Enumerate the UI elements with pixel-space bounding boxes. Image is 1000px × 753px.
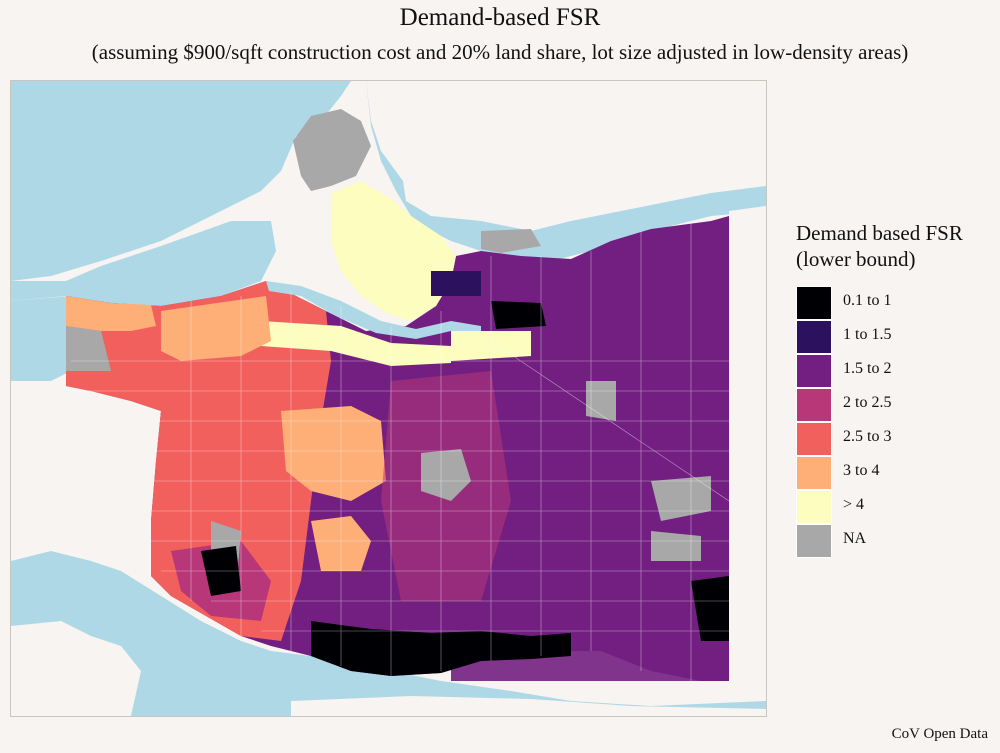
legend-item: 0.1 to 1 <box>796 286 996 320</box>
spanish-banks-water <box>11 296 71 381</box>
data-source-caption: CoV Open Data <box>891 726 988 742</box>
burrard-inlet-water <box>11 81 351 281</box>
legend-title: Demand based FSR (lower bound) <box>796 220 996 272</box>
pacific-spirit-na <box>66 326 111 371</box>
queen-elizabeth-park-na <box>421 449 471 501</box>
legend-swatch <box>796 320 832 354</box>
legend-label: 3 to 4 <box>843 462 880 479</box>
point-grey-fsr-3-4 <box>66 296 156 331</box>
legend: Demand based FSR (lower bound) 0.1 to 1 1… <box>796 220 996 558</box>
east-park-na <box>651 476 711 521</box>
west-outside-land <box>11 381 151 561</box>
street-grid <box>71 221 730 681</box>
legend-label: 1.5 to 2 <box>843 360 892 377</box>
fraser-north-arm-water <box>11 551 766 716</box>
north-shore-land <box>351 81 766 231</box>
legend-item: 2 to 2.5 <box>796 388 996 422</box>
legend-title-line1: Demand based FSR <box>796 221 963 245</box>
burnaby-land <box>729 206 766 701</box>
legend-swatch <box>796 388 832 422</box>
legend-swatch <box>796 524 832 558</box>
legend-label: > 4 <box>843 496 865 513</box>
southeast-fsr-0.1-1 <box>691 576 729 641</box>
fsr-choropleth-map <box>11 81 766 716</box>
map-subtitle: (assuming $900/sqft construction cost an… <box>91 40 909 64</box>
legend-swatch <box>796 456 832 490</box>
legend-swatch <box>796 354 832 388</box>
legend-swatch <box>796 422 832 456</box>
sea-island-land <box>11 621 141 716</box>
legend-title-line2: (lower bound) <box>796 247 916 271</box>
port-lands-na <box>481 229 541 253</box>
legend-label: NA <box>843 530 867 547</box>
stanley-park <box>293 109 371 191</box>
english-bay-water <box>11 221 276 306</box>
map-title: Demand-based FSR <box>399 4 601 31</box>
legend-items: 0.1 to 1 1 to 1.5 1.5 to 2 2 to 2.5 2.5 to 3… <box>796 286 996 558</box>
shaughnessy-fsr-3-4 <box>281 406 386 501</box>
legend-label: 1 to 1.5 <box>843 326 892 343</box>
downtown-fsr-over-4 <box>331 181 456 321</box>
legend-label: 0.1 to 1 <box>843 292 892 309</box>
legend-item: 3 to 4 <box>796 456 996 490</box>
legend-item: 1 to 1.5 <box>796 320 996 354</box>
legend-swatch <box>796 286 832 320</box>
westside-fsr-2.5-3 <box>66 281 331 641</box>
map-panel <box>10 80 767 717</box>
south-land <box>291 696 766 716</box>
railyard-fsr-0.1-1 <box>491 301 546 329</box>
kits-fsr-3-4 <box>161 296 271 361</box>
legend-item: NA <box>796 524 996 558</box>
false-creek-water <box>266 281 481 339</box>
legend-label: 2.5 to 3 <box>843 428 892 445</box>
eastside-fsr-1.5-2 <box>451 311 729 681</box>
legend-item: > 4 <box>796 490 996 524</box>
fairview-fsr-over-4 <box>261 321 451 366</box>
legend-item: 1.5 to 2 <box>796 354 996 388</box>
legend-item: 2.5 to 3 <box>796 422 996 456</box>
legend-swatch <box>796 490 832 524</box>
south-park-na <box>651 531 701 561</box>
strathcona-fsr-1-1.5 <box>431 271 481 296</box>
legend-label: 2 to 2.5 <box>843 394 892 411</box>
